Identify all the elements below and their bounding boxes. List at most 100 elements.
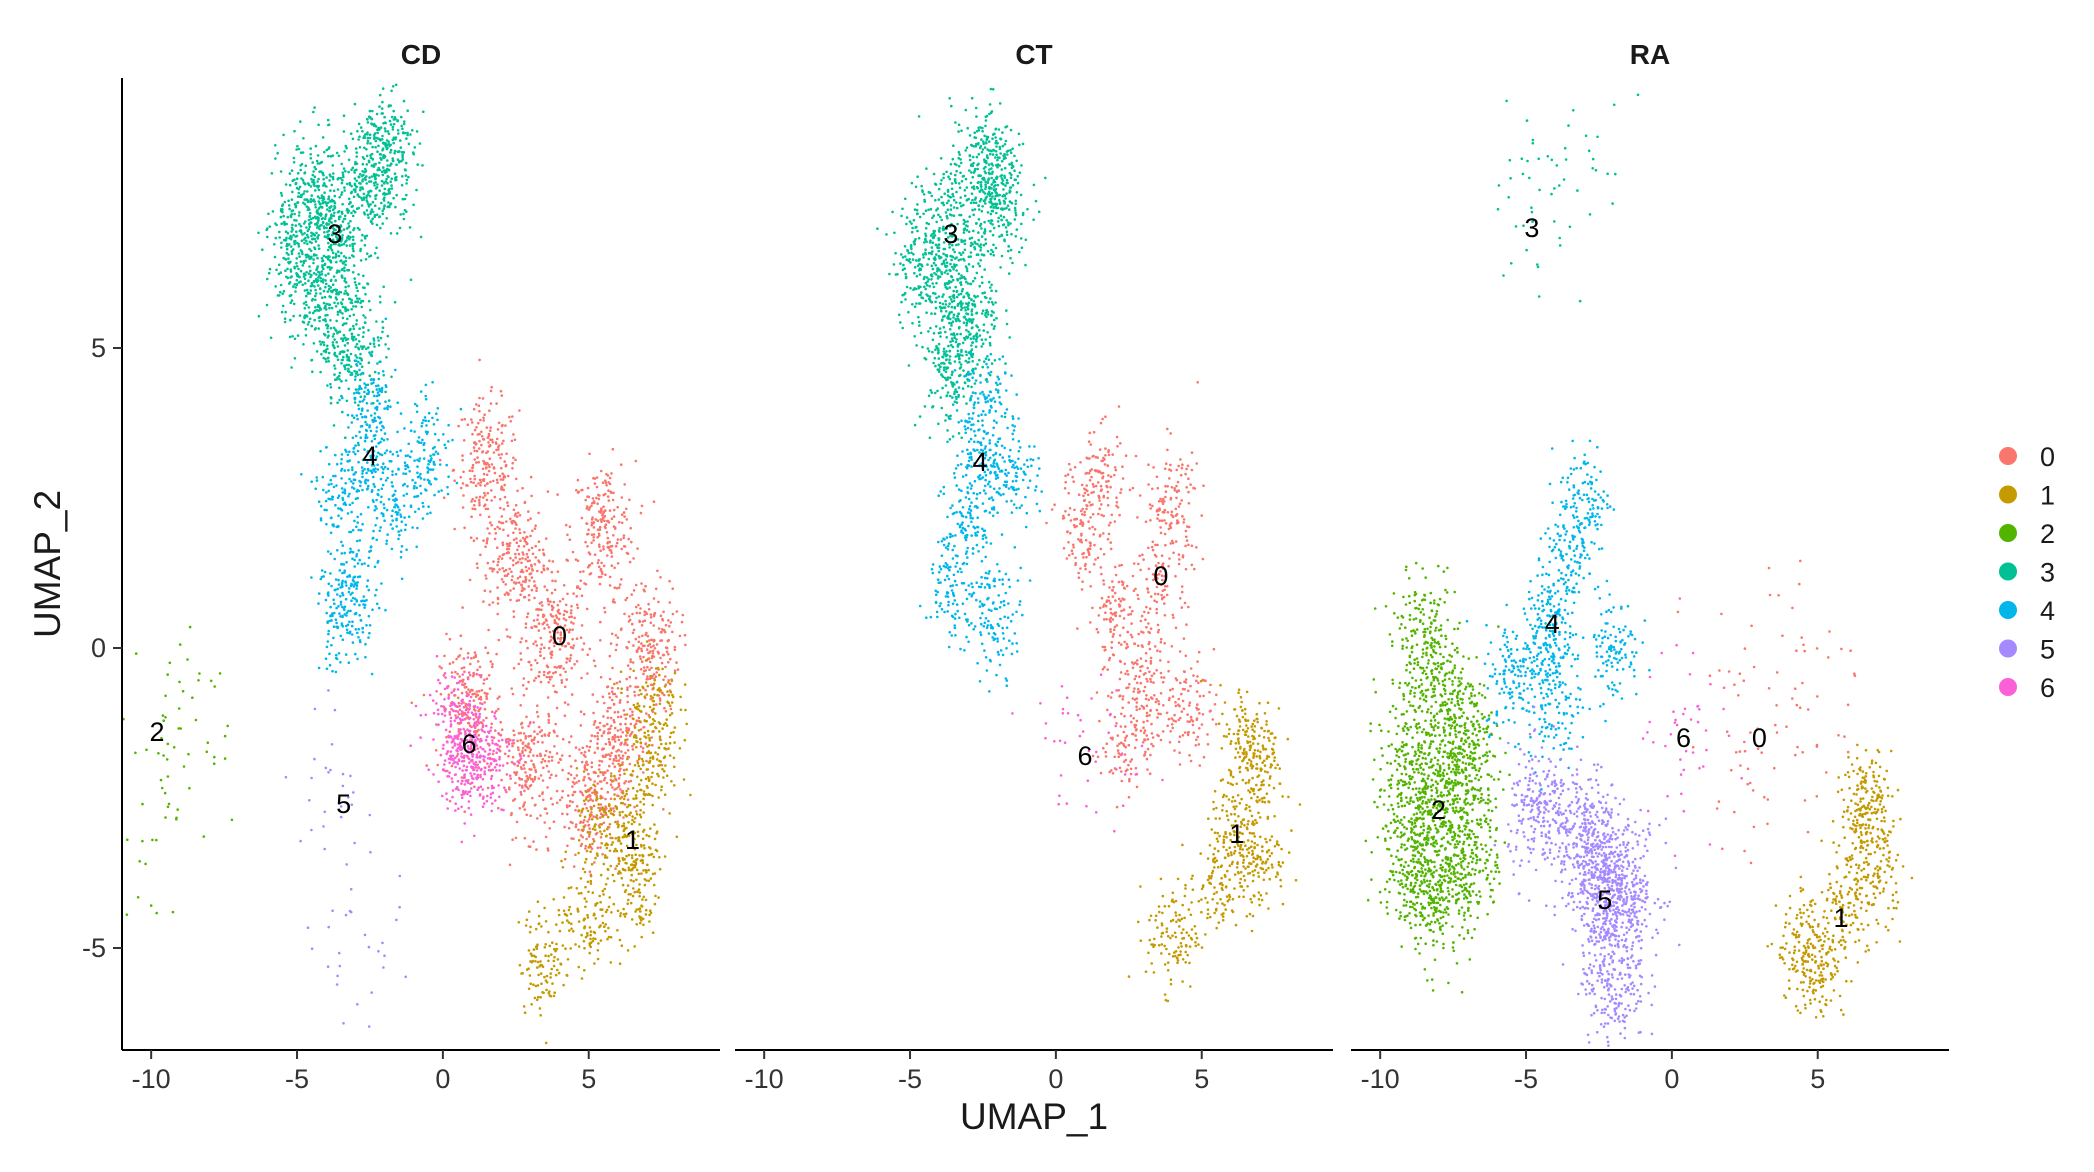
point bbox=[647, 853, 651, 857]
point bbox=[500, 431, 504, 435]
point bbox=[373, 485, 377, 488]
point bbox=[528, 930, 532, 934]
point bbox=[466, 721, 470, 725]
point bbox=[384, 400, 387, 404]
point bbox=[628, 675, 632, 679]
point bbox=[518, 531, 522, 535]
point bbox=[530, 738, 534, 742]
point bbox=[536, 984, 540, 987]
point bbox=[134, 652, 138, 655]
point bbox=[535, 710, 539, 714]
point bbox=[566, 592, 569, 596]
point bbox=[337, 578, 340, 582]
point bbox=[521, 746, 525, 750]
point bbox=[361, 415, 364, 419]
point bbox=[313, 328, 317, 331]
point bbox=[664, 623, 668, 627]
point bbox=[537, 629, 541, 632]
point bbox=[614, 735, 617, 739]
point bbox=[547, 755, 551, 759]
point bbox=[353, 281, 357, 284]
point bbox=[605, 722, 609, 726]
point bbox=[382, 426, 385, 429]
point bbox=[359, 528, 363, 532]
point bbox=[567, 772, 570, 775]
point bbox=[223, 757, 227, 760]
point bbox=[635, 745, 638, 749]
point bbox=[631, 710, 634, 713]
point bbox=[362, 331, 365, 334]
point bbox=[353, 519, 356, 523]
point bbox=[575, 488, 578, 492]
point bbox=[502, 439, 505, 443]
point bbox=[625, 844, 629, 848]
point bbox=[628, 498, 631, 502]
point bbox=[463, 526, 466, 530]
point bbox=[289, 215, 293, 219]
point bbox=[518, 575, 522, 578]
point bbox=[408, 470, 412, 473]
point bbox=[367, 506, 370, 509]
point bbox=[539, 654, 542, 657]
point bbox=[400, 183, 404, 187]
point bbox=[351, 137, 355, 141]
point bbox=[499, 456, 502, 460]
point bbox=[325, 208, 329, 211]
point bbox=[612, 515, 616, 518]
point bbox=[326, 592, 330, 596]
point bbox=[383, 187, 387, 191]
point bbox=[537, 540, 541, 543]
point bbox=[649, 674, 652, 678]
point bbox=[639, 767, 642, 771]
point bbox=[612, 598, 615, 601]
point bbox=[340, 477, 343, 480]
point bbox=[619, 842, 623, 845]
point bbox=[547, 721, 551, 724]
point bbox=[518, 807, 522, 810]
point bbox=[329, 516, 333, 520]
point bbox=[317, 270, 320, 274]
point bbox=[352, 339, 355, 342]
point bbox=[652, 686, 655, 690]
point bbox=[372, 339, 376, 342]
point bbox=[518, 514, 522, 517]
point bbox=[550, 656, 553, 659]
point bbox=[283, 200, 287, 204]
point bbox=[662, 678, 665, 682]
point bbox=[125, 913, 129, 916]
point bbox=[301, 151, 305, 154]
point bbox=[394, 83, 398, 87]
point bbox=[528, 974, 532, 977]
point bbox=[588, 552, 592, 556]
point bbox=[556, 958, 560, 961]
point bbox=[351, 245, 355, 248]
point bbox=[533, 730, 536, 733]
point bbox=[591, 791, 594, 795]
point bbox=[198, 672, 201, 675]
point bbox=[600, 561, 603, 565]
point bbox=[482, 539, 485, 542]
point bbox=[531, 529, 534, 533]
point bbox=[339, 291, 343, 294]
point bbox=[623, 794, 627, 798]
point bbox=[593, 553, 597, 556]
point bbox=[489, 480, 492, 484]
point bbox=[274, 236, 278, 240]
point bbox=[623, 483, 626, 486]
point bbox=[354, 294, 358, 298]
point bbox=[536, 740, 540, 744]
point bbox=[582, 939, 586, 943]
point bbox=[670, 780, 673, 783]
point bbox=[620, 691, 623, 695]
point bbox=[334, 328, 337, 332]
point bbox=[510, 687, 513, 690]
point bbox=[344, 289, 347, 293]
point bbox=[589, 945, 592, 949]
point bbox=[587, 835, 591, 838]
point bbox=[636, 775, 639, 779]
point bbox=[482, 682, 486, 685]
point bbox=[637, 729, 641, 732]
point bbox=[561, 768, 564, 772]
point bbox=[659, 639, 662, 642]
point bbox=[312, 280, 316, 284]
